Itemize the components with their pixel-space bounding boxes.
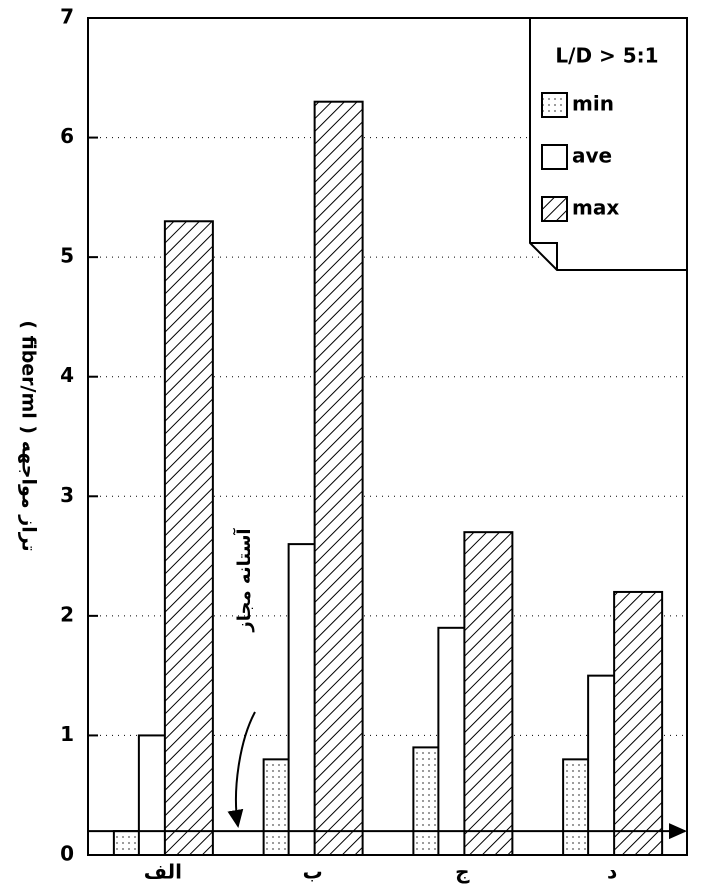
y-tick-label: 7 <box>60 5 74 29</box>
bar <box>313 100 364 856</box>
y-tick-label: 6 <box>60 124 74 148</box>
y-tick-label: 4 <box>60 363 74 387</box>
legend-label: ave <box>572 144 612 168</box>
annotation-arrow <box>227 711 256 828</box>
bar <box>163 220 214 856</box>
x-tick-label: ج <box>455 860 470 884</box>
plot-frame <box>87 17 688 856</box>
y-tick-label: 2 <box>60 602 74 626</box>
legend-title: L/D > 5:1 <box>555 44 658 68</box>
x-tick-label: ب <box>303 860 323 884</box>
legend-swatch <box>541 196 568 222</box>
x-tick-label: الف <box>144 860 182 884</box>
y-tick-label: 5 <box>60 244 74 268</box>
bar <box>463 531 514 857</box>
legend-box <box>529 17 688 271</box>
legend-swatch <box>541 92 568 118</box>
legend-label: min <box>572 92 614 116</box>
y-axis-label: ( fiber/ml ) تراز مواجهه <box>18 320 40 551</box>
legend-swatch <box>541 144 568 170</box>
y-tick-label: 1 <box>60 722 74 746</box>
y-tick-label: 0 <box>60 842 74 866</box>
y-tick-label: 3 <box>60 483 74 507</box>
legend-label: max <box>572 196 619 220</box>
bar <box>613 590 664 856</box>
x-tick-label: د <box>607 860 617 884</box>
annotation-text: آستانه مجاز <box>232 528 255 633</box>
legend-fold <box>530 242 558 270</box>
